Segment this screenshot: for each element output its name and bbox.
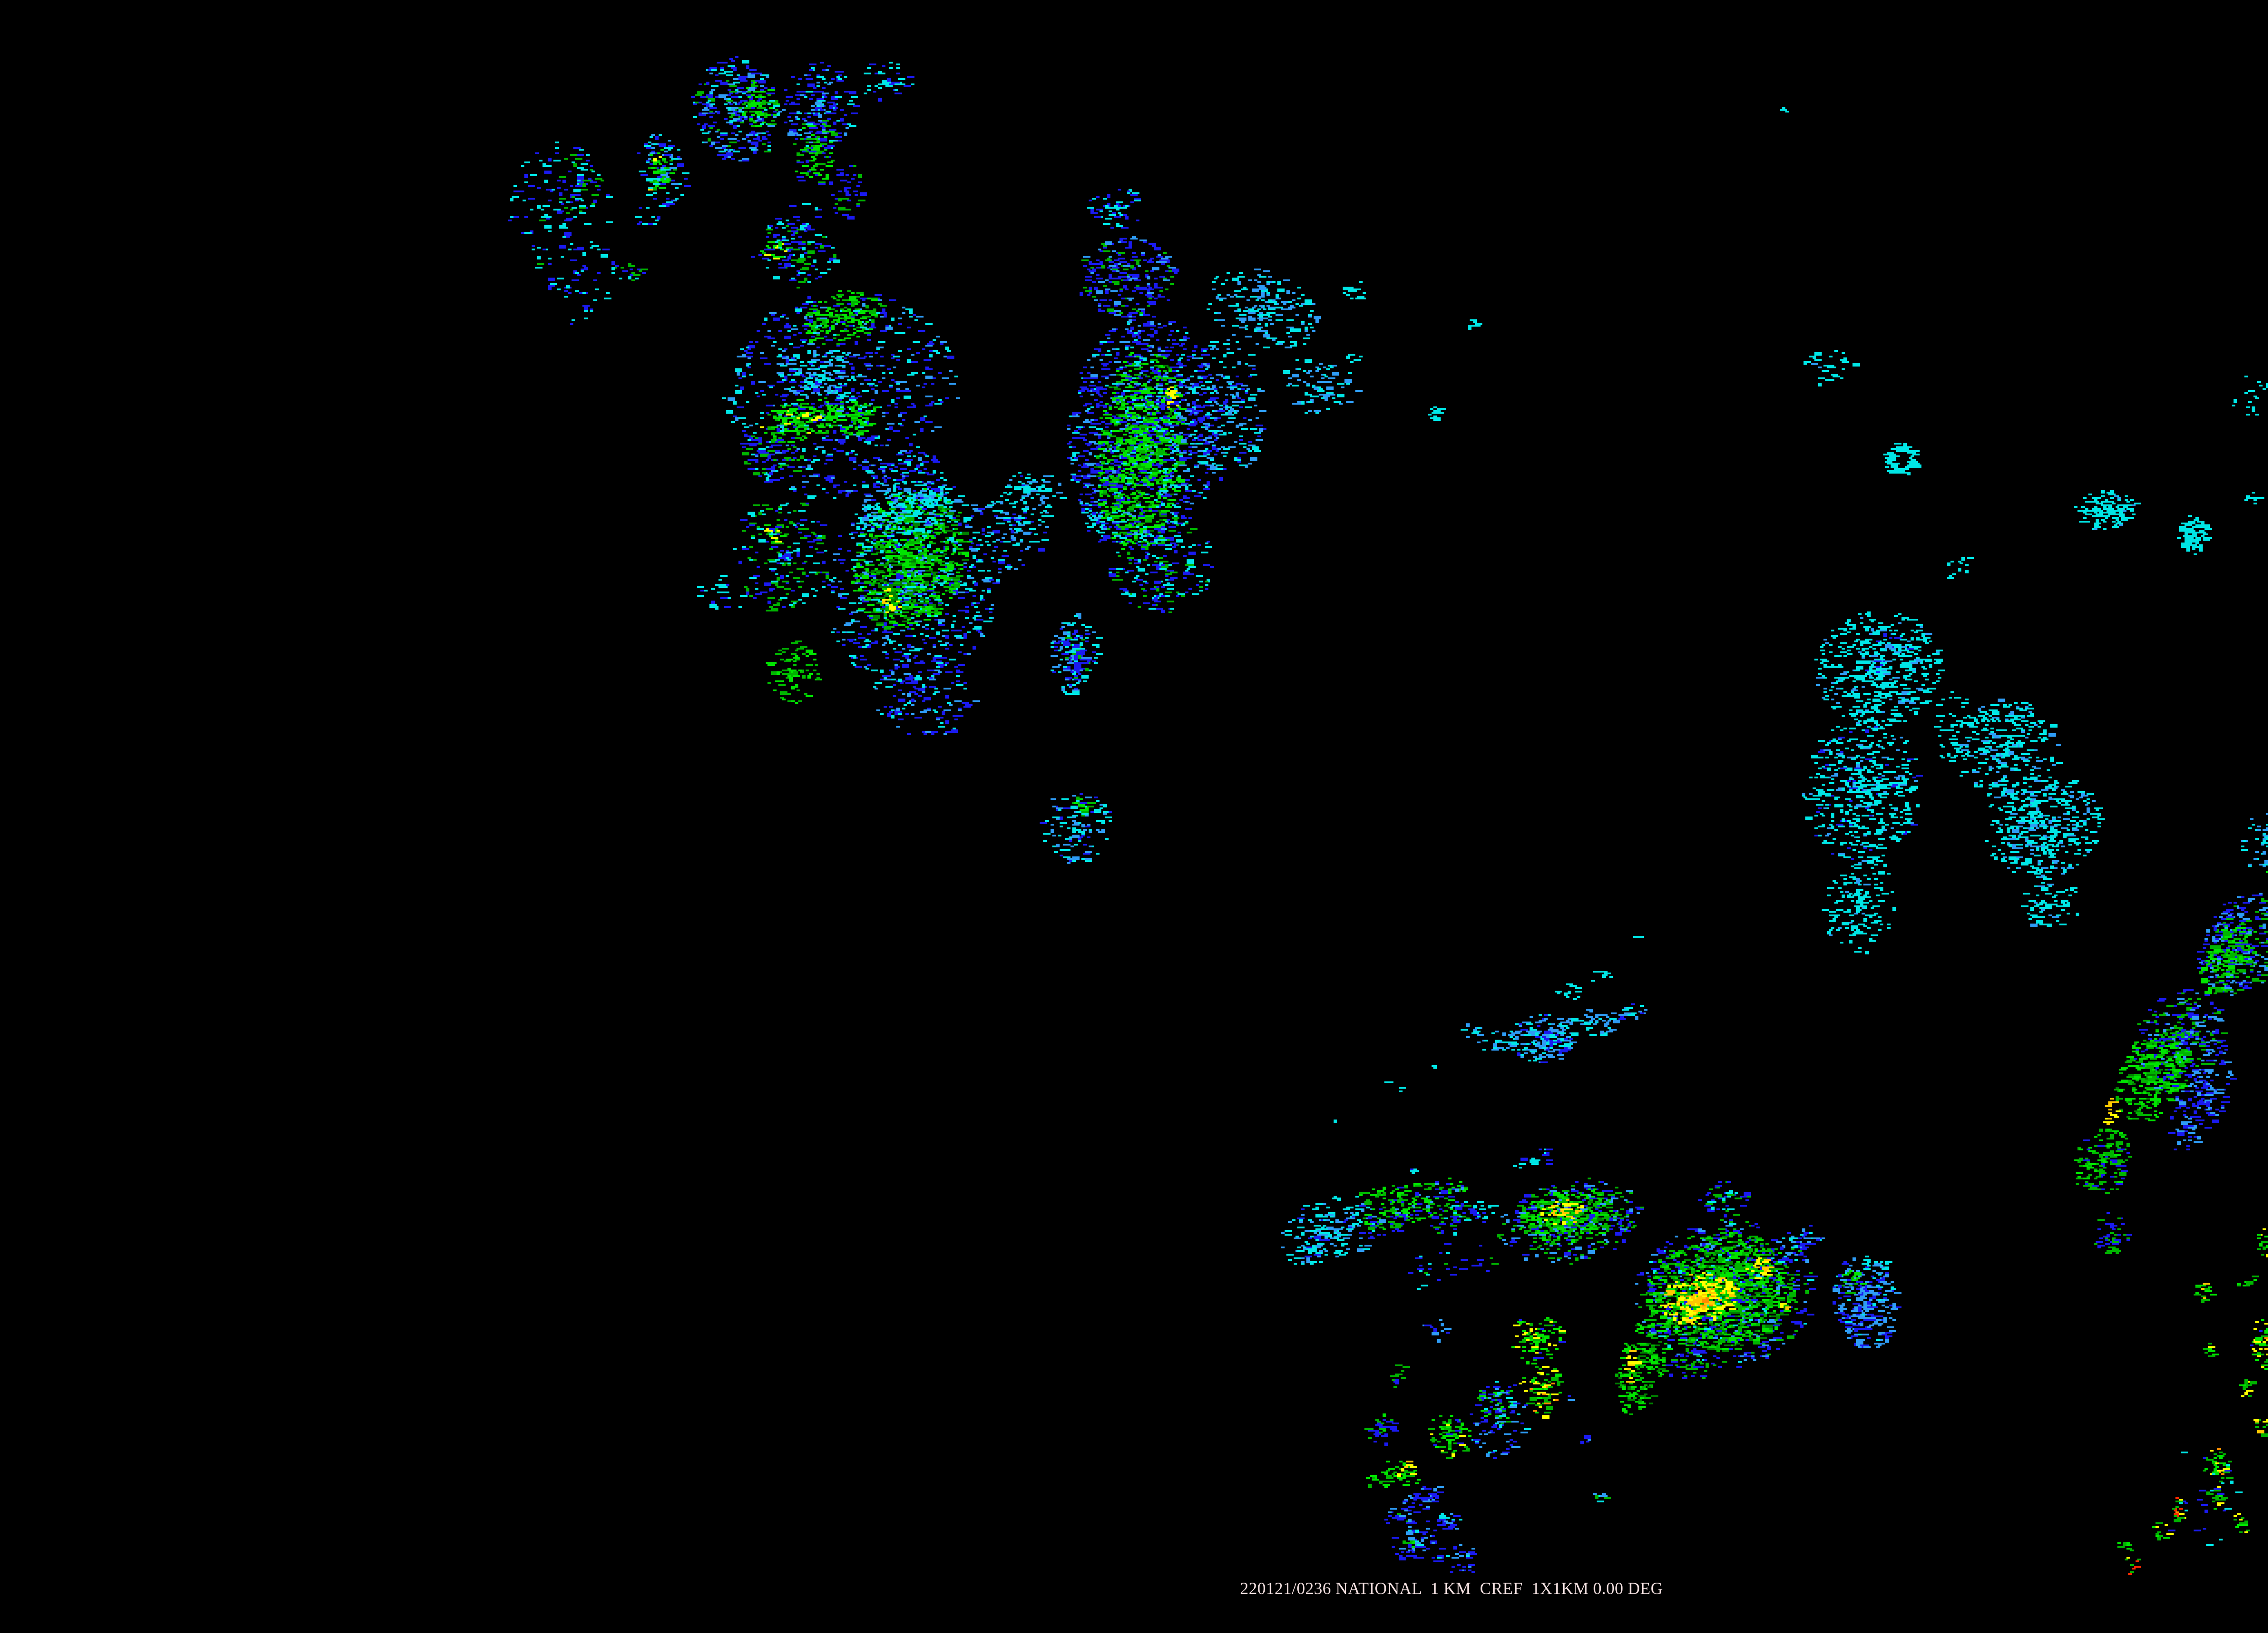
radar-caption-text: 220121/0236 NATIONAL 1 KM CREF 1X1KM 0.0… [1240,1579,1663,1598]
